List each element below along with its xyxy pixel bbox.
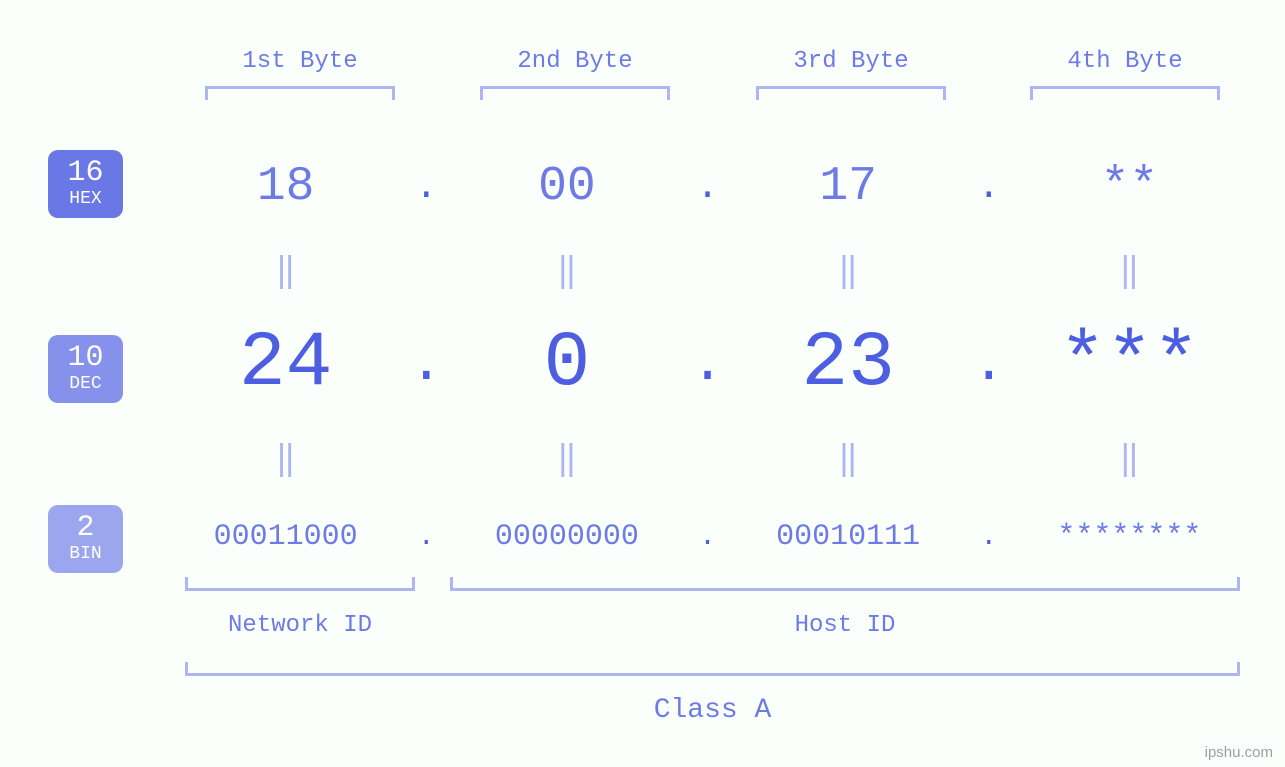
eq-1-3: ‖ (728, 250, 969, 292)
dot-dec-2: . (688, 332, 728, 396)
eq-1-1: ‖ (165, 250, 406, 292)
badge-bin-lbl: BIN (48, 545, 123, 563)
row-dec: 24 . 0 . 23 . *** (165, 320, 1250, 408)
dot-hex-3: . (969, 166, 1009, 209)
badge-hex: 16 HEX (48, 150, 123, 218)
dec-byte-3: 23 (728, 320, 969, 408)
eq-1-2: ‖ (446, 250, 687, 292)
badge-dec-num: 10 (48, 343, 123, 373)
hex-byte-2: 00 (446, 160, 687, 214)
badge-dec: 10 DEC (48, 335, 123, 403)
byte-label-2: 2nd Byte (480, 48, 670, 75)
badge-bin-num: 2 (48, 513, 123, 543)
eq-2-3: ‖ (728, 438, 969, 480)
eq-2-1: ‖ (165, 438, 406, 480)
dot-dec-3: . (969, 332, 1009, 396)
dot-hex-1: . (406, 166, 446, 209)
label-host: Host ID (450, 612, 1240, 639)
eq-2-4: ‖ (1009, 438, 1250, 480)
byte-label-3: 3rd Byte (756, 48, 946, 75)
row-equals-1: ‖ ‖ ‖ ‖ (165, 250, 1250, 292)
bin-byte-2: 00000000 (446, 520, 687, 554)
label-class: Class A (185, 695, 1240, 726)
byte-label-4: 4th Byte (1030, 48, 1220, 75)
dot-dec-1: . (406, 332, 446, 396)
badge-hex-num: 16 (48, 158, 123, 188)
row-equals-2: ‖ ‖ ‖ ‖ (165, 438, 1250, 480)
bracket-host (450, 577, 1240, 591)
dot-bin-2: . (688, 522, 728, 553)
hex-byte-3: 17 (728, 160, 969, 214)
dec-byte-1: 24 (165, 320, 406, 408)
dec-byte-2: 0 (446, 320, 687, 408)
row-hex: 18 . 00 . 17 . ** (165, 160, 1250, 214)
bracket-top-3 (756, 86, 946, 100)
bin-byte-1: 00011000 (165, 520, 406, 554)
byte-label-1: 1st Byte (205, 48, 395, 75)
badge-bin: 2 BIN (48, 505, 123, 573)
hex-byte-4: ** (1009, 160, 1250, 214)
bracket-top-1 (205, 86, 395, 100)
bracket-class (185, 662, 1240, 676)
badge-dec-lbl: DEC (48, 375, 123, 393)
bin-byte-3: 00010111 (728, 520, 969, 554)
dec-byte-4: *** (1009, 320, 1250, 408)
bracket-top-2 (480, 86, 670, 100)
hex-byte-1: 18 (165, 160, 406, 214)
bin-byte-4: ******** (1009, 520, 1250, 554)
badge-hex-lbl: HEX (48, 190, 123, 208)
row-bin: 00011000 . 00000000 . 00010111 . *******… (165, 520, 1250, 554)
eq-2-2: ‖ (446, 438, 687, 480)
bracket-top-4 (1030, 86, 1220, 100)
watermark: ipshu.com (1205, 744, 1273, 761)
dot-bin-3: . (969, 522, 1009, 553)
label-network: Network ID (185, 612, 415, 639)
dot-bin-1: . (406, 522, 446, 553)
bracket-network (185, 577, 415, 591)
dot-hex-2: . (688, 166, 728, 209)
eq-1-4: ‖ (1009, 250, 1250, 292)
